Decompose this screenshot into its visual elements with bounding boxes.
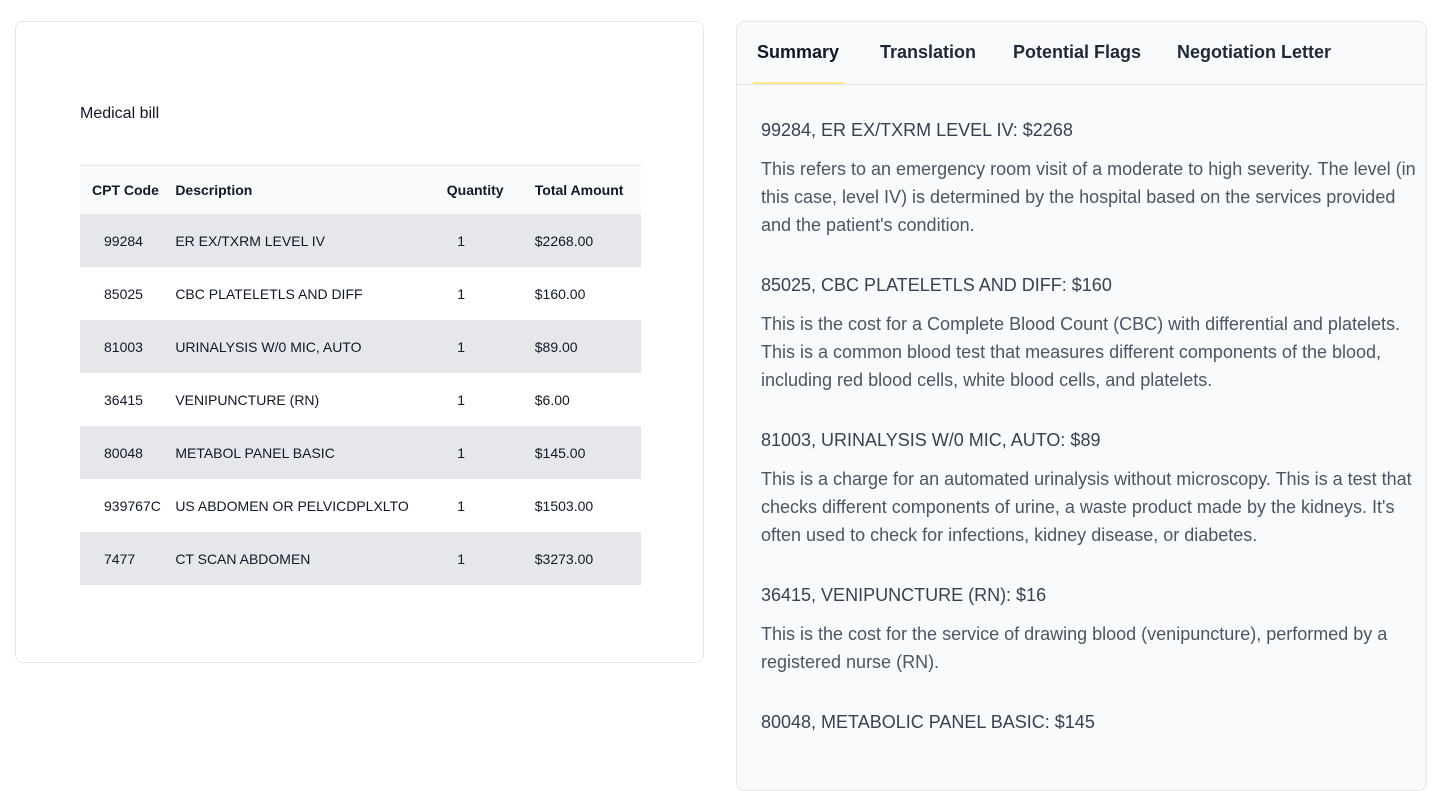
summary-item-text: This is the cost for the service of draw…	[761, 624, 1388, 672]
cpt-code-cell: 7477	[80, 532, 164, 585]
cpt-code-cell: 36415	[104, 391, 143, 408]
summary-item-heading: 85025, CBC PLATELETLS AND DIFF: $160	[761, 275, 1112, 295]
amount-cell: $2268.00	[522, 214, 641, 267]
column-header-quantity: Quantity	[427, 165, 523, 214]
summary-item-heading: 99284, ER EX/TXRM LEVEL IV: $2268	[761, 120, 1073, 140]
column-header-cpt-code: CPT Code	[80, 165, 164, 214]
description-cell: ER EX/TXRM LEVEL IV	[163, 214, 428, 267]
amount-cell: $145.00	[522, 426, 641, 479]
summary-item-text: This is the cost for a Complete Blood Co…	[761, 314, 1400, 390]
cpt-code-cell: 80048	[80, 426, 164, 479]
quantity-cell: 1	[457, 391, 466, 408]
quantity-cell: 1	[457, 285, 466, 302]
tab-potential-flags[interactable]: Potential Flags	[1013, 42, 1142, 62]
description-cell: US ABDOMEN OR PELVICDPLXLTO	[175, 497, 409, 514]
summary-item-heading: 36415, VENIPUNCTURE (RN): $16	[761, 585, 1047, 605]
table-row: 939767C US ABDOMEN OR PELVICDPLXLTO 1 $1…	[80, 479, 641, 532]
quantity-cell: 1	[427, 426, 523, 479]
quantity-cell: 1	[427, 532, 523, 585]
tab-bar: Summary Translation Potential Flags Nego…	[737, 22, 1426, 85]
summary-content: 99284, ER EX/TXRM LEVEL IV: $2268 This r…	[761, 118, 1421, 768]
description-cell: VENIPUNCTURE (RN)	[175, 391, 320, 408]
amount-cell: $89.00	[522, 320, 641, 373]
table-row: 85025 CBC PLATELETLS AND DIFF 1 $160.00	[80, 267, 641, 320]
summary-item-heading: 80048, METABOLIC PANEL BASIC: $145	[761, 712, 1095, 732]
quantity-cell: 1	[457, 497, 466, 514]
table-row: 36415 VENIPUNCTURE (RN) 1 $6.00	[80, 373, 641, 426]
amount-cell: $160.00	[534, 285, 586, 302]
description-cell: CBC PLATELETLS AND DIFF	[175, 285, 363, 302]
cpt-code-cell: 85025	[104, 285, 143, 302]
amount-cell: $3273.00	[522, 532, 641, 585]
tab-translation[interactable]: Translation	[880, 42, 977, 62]
column-header-description: Description	[163, 165, 428, 214]
amount-cell: $1503.00	[534, 497, 594, 514]
table-row: 81003 URINALYSIS W/0 MIC, AUTO 1 $89.00	[80, 320, 641, 373]
description-cell: METABOL PANEL BASIC	[163, 426, 428, 479]
cpt-code-cell: 939767C	[104, 497, 161, 514]
quantity-cell: 1	[427, 320, 523, 373]
summary-item-text: This is a charge for an automated urinal…	[761, 469, 1412, 545]
summary-item-text: This refers to an emergency room visit o…	[761, 159, 1416, 235]
analysis-panel: Summary Translation Potential Flags Nego…	[736, 21, 1427, 791]
active-tab-indicator	[753, 82, 844, 84]
amount-cell: $6.00	[534, 391, 570, 408]
tab-summary[interactable]: Summary	[757, 42, 840, 62]
table-row: 80048 METABOL PANEL BASIC 1 $145.00	[80, 426, 641, 479]
quantity-cell: 1	[427, 214, 523, 267]
column-header-total-amount: Total Amount	[522, 165, 641, 214]
medical-bill-card: Medical bill CPT Code Description Quanti…	[15, 21, 704, 663]
bill-title: Medical bill	[80, 105, 160, 122]
table-header-row: CPT Code Description Quantity Total Amou…	[80, 165, 641, 214]
cpt-code-cell: 99284	[80, 214, 164, 267]
tab-negotiation-letter[interactable]: Negotiation Letter	[1177, 42, 1332, 62]
table-row: 7477 CT SCAN ABDOMEN 1 $3273.00	[80, 532, 641, 585]
cpt-code-cell: 81003	[80, 320, 164, 373]
description-cell: CT SCAN ABDOMEN	[163, 532, 428, 585]
bill-table: CPT Code Description Quantity Total Amou…	[80, 165, 641, 585]
table-row: 99284 ER EX/TXRM LEVEL IV 1 $2268.00	[80, 214, 641, 267]
summary-item-heading: 81003, URINALYSIS W/0 MIC, AUTO: $89	[761, 430, 1101, 450]
description-cell: URINALYSIS W/0 MIC, AUTO	[163, 320, 428, 373]
